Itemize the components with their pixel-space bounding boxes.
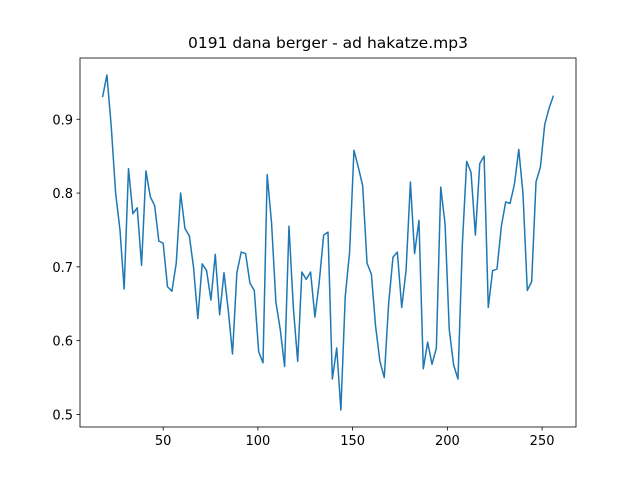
x-tick-label: 200 (435, 434, 460, 449)
y-tick-label: 0.6 (52, 335, 73, 350)
y-tick-label: 0.9 (52, 113, 73, 128)
x-tick-label: 100 (245, 434, 270, 449)
x-tick-label: 150 (340, 434, 365, 449)
plot-frame (79, 57, 577, 428)
data-line (101, 74, 555, 411)
x-tick-label: 250 (530, 434, 555, 449)
y-tick-label: 0.8 (52, 187, 73, 202)
x-tick-label: 50 (155, 434, 172, 449)
y-tick-label: 0.7 (52, 261, 73, 276)
chart-title: 0191 dana berger - ad hakatze.mp3 (188, 34, 468, 52)
y-tick-label: 0.5 (52, 408, 73, 423)
